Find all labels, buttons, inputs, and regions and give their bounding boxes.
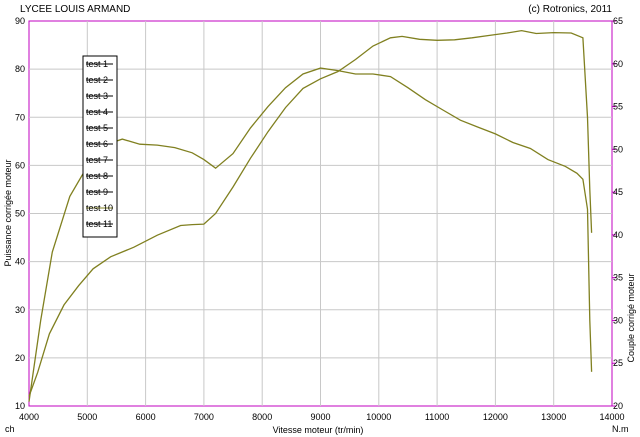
x-tick-label: 9000 [310, 412, 330, 422]
legend-entry: test 1 [86, 59, 108, 69]
y-right-axis-label: Couple corrigé moteur [626, 273, 636, 362]
x-tick-label: 12000 [483, 412, 508, 422]
legend-entry: test 4 [86, 107, 108, 117]
y-left-axis-label: Puissance corrigée moteur [3, 159, 13, 266]
x-tick-label: 5000 [77, 412, 97, 422]
legend-entry: test 6 [86, 139, 108, 149]
x-axis-label: Vitesse moteur (tr/min) [273, 425, 364, 435]
legend-entry: test 8 [86, 171, 108, 181]
x-tick-label: 11000 [425, 412, 449, 422]
y-right-tick-label: 35 [613, 273, 623, 283]
legend-entry: test 3 [86, 91, 108, 101]
x-tick-label: 13000 [541, 412, 566, 422]
legend-box [82, 55, 118, 238]
x-tick-label: 8000 [252, 412, 272, 422]
y-right-tick-label: 30 [613, 315, 623, 325]
legend-entry: test 5 [86, 123, 108, 133]
x-tick-label: 4000 [19, 412, 39, 422]
y-left-tick-label: 70 [15, 112, 25, 122]
power-curve-line [28, 29, 593, 397]
chart-title-left: LYCEE LOUIS ARMAND [20, 4, 130, 15]
left-unit-label: ch [5, 424, 15, 434]
y-right-tick-label: 55 [613, 102, 623, 112]
y-right-tick-label: 25 [613, 358, 623, 368]
y-right-tick-label: 50 [613, 144, 623, 154]
legend-entry: test 11 [86, 219, 112, 229]
y-right-tick-label: 20 [613, 401, 623, 411]
y-right-tick-label: 40 [613, 230, 623, 240]
legend-entry: test 2 [86, 75, 108, 85]
y-left-tick-label: 50 [15, 209, 25, 219]
x-tick-label: 14000 [599, 412, 624, 422]
legend-entry: test 10 [86, 203, 113, 213]
chart-title-right: (c) Rotronics, 2011 [528, 4, 612, 15]
right-unit-label: N.m [612, 424, 629, 434]
y-left-tick-label: 10 [15, 401, 25, 411]
y-left-tick-label: 20 [15, 353, 25, 363]
x-tick-label: 7000 [194, 412, 214, 422]
y-left-tick-label: 80 [15, 64, 25, 74]
y-right-tick-label: 65 [613, 16, 623, 26]
legend-entry: test 9 [86, 187, 108, 197]
y-right-tick-label: 45 [613, 187, 623, 197]
x-tick-label: 6000 [136, 412, 156, 422]
y-right-tick-label: 60 [613, 59, 623, 69]
y-left-tick-label: 40 [15, 257, 25, 267]
y-left-tick-label: 90 [15, 16, 25, 26]
torque-curve-line [28, 67, 593, 402]
y-left-tick-label: 60 [15, 160, 25, 170]
y-left-tick-label: 30 [15, 305, 25, 315]
legend-entry: test 7 [86, 155, 108, 165]
x-tick-label: 10000 [366, 412, 391, 422]
